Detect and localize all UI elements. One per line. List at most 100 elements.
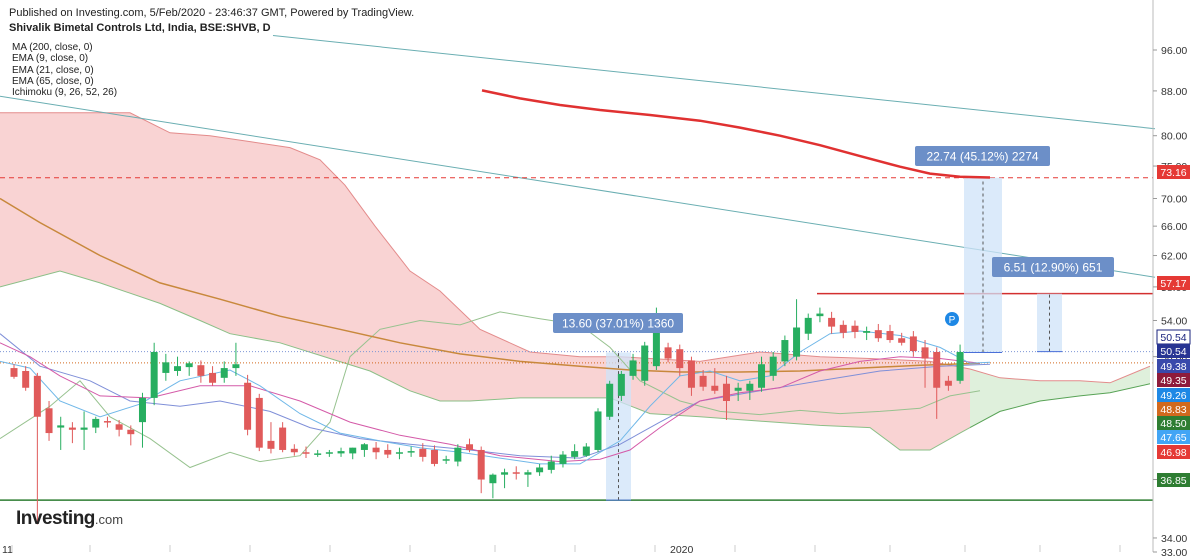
candle bbox=[162, 362, 170, 373]
price-badge bbox=[1157, 165, 1190, 179]
candle bbox=[279, 427, 287, 450]
candle bbox=[22, 370, 30, 388]
time-tick-label: 11 bbox=[2, 544, 13, 556]
legend-item-ema21[interactable]: EMA (21, close, 0) bbox=[12, 64, 94, 76]
legend-item-ema9[interactable]: EMA (9, close, 0) bbox=[12, 53, 89, 65]
price-tick-label: 34.00 bbox=[1161, 533, 1187, 545]
candle bbox=[92, 418, 100, 428]
candle bbox=[290, 448, 298, 453]
senkou-span-a-line bbox=[0, 112, 971, 370]
legend-item-ema65[interactable]: EMA (65, close, 0) bbox=[12, 75, 94, 87]
candle bbox=[664, 347, 672, 359]
price-tick-label: 66.00 bbox=[1161, 221, 1187, 233]
candle bbox=[45, 408, 53, 434]
chikou-span-line bbox=[0, 311, 981, 469]
price-badge bbox=[1157, 276, 1190, 290]
candle bbox=[489, 474, 497, 484]
price-badge-label: 73.16 bbox=[1160, 167, 1186, 179]
candle bbox=[594, 411, 602, 450]
candle bbox=[419, 448, 427, 457]
candle bbox=[407, 451, 415, 453]
legend-item-ma200[interactable]: MA (200, close, 0) bbox=[12, 42, 93, 53]
marker-p-circle bbox=[945, 312, 959, 326]
ichimoku-cloud-bearish bbox=[0, 112, 970, 451]
candle bbox=[582, 446, 590, 456]
candle bbox=[781, 340, 789, 362]
candle bbox=[547, 461, 555, 470]
price-badge-label: 50.54 bbox=[1160, 332, 1186, 344]
price-badge bbox=[1157, 359, 1190, 373]
candle bbox=[524, 472, 532, 475]
price-badge-label: 57.17 bbox=[1160, 278, 1186, 290]
grid bbox=[11, 545, 1121, 552]
candle bbox=[10, 368, 18, 377]
candle bbox=[209, 372, 217, 383]
candle bbox=[127, 429, 135, 435]
measure-label-box-1 bbox=[915, 146, 1050, 166]
senkou-span-b-line bbox=[0, 270, 971, 451]
candle bbox=[828, 317, 836, 327]
candle bbox=[863, 331, 871, 333]
published-note: Published on Investing.com, 5/Feb/2020 -… bbox=[9, 7, 415, 19]
price-tick-label: 96.00 bbox=[1161, 45, 1187, 57]
candle bbox=[851, 325, 859, 332]
candle bbox=[816, 313, 824, 317]
candle bbox=[617, 373, 625, 396]
candle bbox=[793, 327, 801, 357]
time-axis: 11 2020 bbox=[2, 544, 694, 556]
candle bbox=[314, 453, 322, 455]
price-badge-label: 50.54 bbox=[1160, 346, 1186, 358]
price-badge bbox=[1157, 416, 1190, 430]
candle bbox=[267, 440, 275, 449]
price-tick-label: 70.00 bbox=[1161, 193, 1187, 205]
candle bbox=[536, 467, 544, 473]
candle bbox=[325, 452, 333, 454]
candle bbox=[115, 424, 123, 430]
candle bbox=[255, 397, 263, 448]
candle bbox=[68, 427, 76, 430]
senkou-span-b-line-future bbox=[969, 383, 1151, 429]
candle bbox=[652, 322, 660, 367]
candle bbox=[337, 451, 345, 454]
candle bbox=[501, 472, 509, 475]
candle bbox=[909, 336, 917, 352]
candle bbox=[360, 444, 368, 450]
ema65-line bbox=[0, 197, 981, 373]
candle bbox=[512, 472, 520, 474]
trendline-0 bbox=[272, 35, 1156, 130]
price-badges: 73.16 57.17 50.54 50.54 49.38 49.35 49.26 48.83… bbox=[1156, 165, 1191, 487]
candle bbox=[185, 363, 193, 368]
marker-p: P bbox=[945, 312, 959, 326]
candle bbox=[944, 380, 952, 386]
candle bbox=[898, 338, 906, 343]
candle bbox=[372, 447, 380, 453]
investing-logo: Investing.com bbox=[16, 508, 123, 530]
candle bbox=[676, 349, 684, 369]
candle bbox=[641, 345, 649, 381]
price-badge-label: 48.50 bbox=[1160, 418, 1186, 430]
price-tick-label: 88.00 bbox=[1161, 86, 1187, 98]
candle bbox=[33, 375, 41, 417]
measure-label-2: 6.51 (12.90%) 651 bbox=[1004, 261, 1103, 275]
candle bbox=[80, 427, 88, 430]
candle bbox=[442, 459, 450, 461]
legend-item-ichimoku[interactable]: Ichimoku (9, 26, 52, 26) bbox=[12, 87, 118, 99]
candle bbox=[722, 383, 730, 401]
price-badge-label: 46.98 bbox=[1160, 447, 1186, 459]
candle bbox=[886, 331, 894, 341]
price-badge bbox=[1157, 445, 1190, 459]
price-tick-label: 54.00 bbox=[1161, 315, 1187, 327]
measure-label-1: 22.74 (45.12%) 2274 bbox=[926, 150, 1038, 164]
candle bbox=[150, 351, 158, 398]
candle bbox=[395, 452, 403, 454]
price-badge-label: 47.65 bbox=[1160, 432, 1186, 444]
measure-label-0: 13.60 (37.01%) 1360 bbox=[562, 317, 674, 331]
candle bbox=[477, 449, 485, 480]
candle bbox=[571, 451, 579, 457]
candle bbox=[174, 366, 182, 371]
candle bbox=[629, 360, 637, 376]
price-badge-label: 36.85 bbox=[1160, 475, 1186, 487]
candle bbox=[921, 347, 929, 359]
chart-title: Shivalik Bimetal Controls Ltd, India, BS… bbox=[9, 22, 271, 34]
